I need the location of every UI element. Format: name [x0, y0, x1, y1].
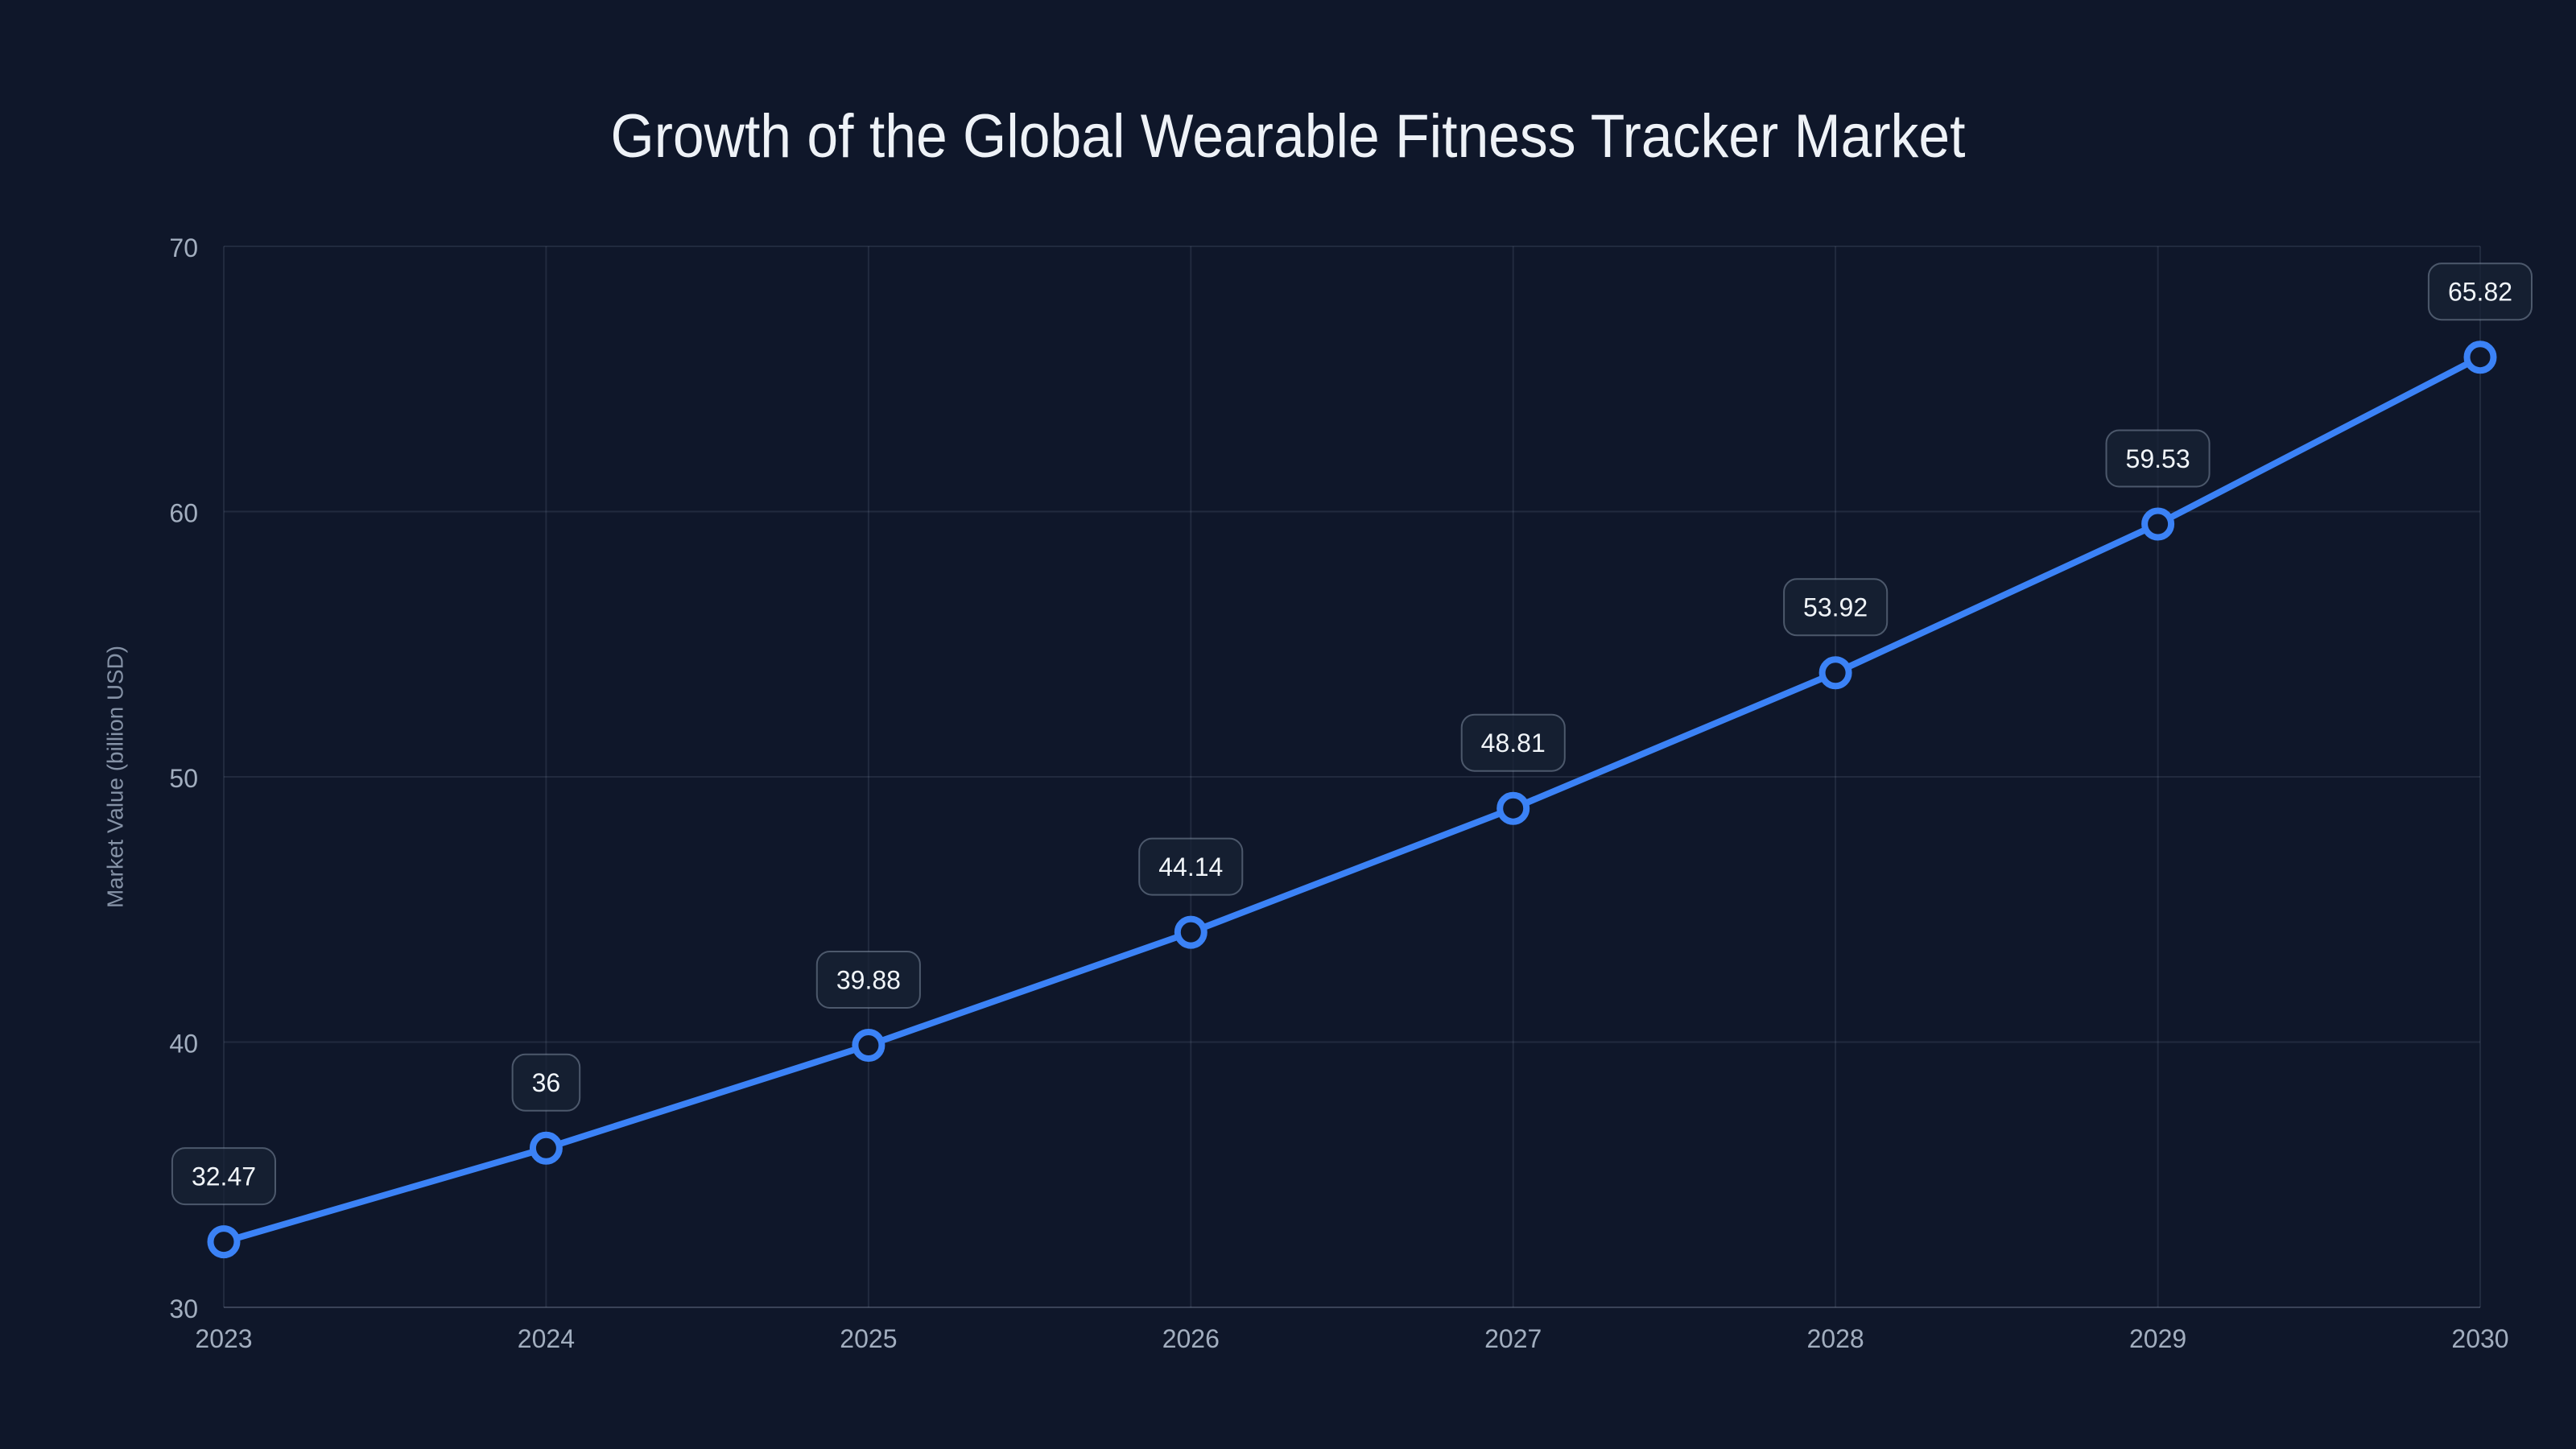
svg-text:59.53: 59.53 [2126, 444, 2190, 473]
svg-text:40: 40 [169, 1030, 198, 1059]
svg-text:2030: 2030 [2451, 1324, 2508, 1353]
svg-text:60: 60 [169, 499, 198, 528]
svg-text:Market Value (billion USD): Market Value (billion USD) [103, 646, 128, 908]
svg-text:2029: 2029 [2129, 1324, 2186, 1353]
svg-text:65.82: 65.82 [2448, 278, 2512, 307]
svg-text:50: 50 [169, 764, 198, 793]
svg-text:32.47: 32.47 [192, 1162, 256, 1191]
svg-text:36: 36 [532, 1068, 561, 1097]
svg-text:2026: 2026 [1162, 1324, 1220, 1353]
svg-text:30: 30 [169, 1294, 198, 1323]
svg-text:2024: 2024 [518, 1324, 575, 1353]
svg-text:2025: 2025 [840, 1324, 897, 1353]
svg-text:2028: 2028 [1807, 1324, 1864, 1353]
svg-text:48.81: 48.81 [1481, 729, 1546, 758]
svg-text:2027: 2027 [1484, 1324, 1542, 1353]
svg-text:2023: 2023 [195, 1324, 252, 1353]
svg-text:44.14: 44.14 [1158, 852, 1223, 881]
svg-text:53.92: 53.92 [1803, 593, 1868, 622]
svg-text:39.88: 39.88 [836, 965, 901, 994]
svg-text:Growth of the Global Wearable: Growth of the Global Wearable Fitness Tr… [611, 102, 1966, 171]
svg-text:70: 70 [169, 233, 198, 262]
